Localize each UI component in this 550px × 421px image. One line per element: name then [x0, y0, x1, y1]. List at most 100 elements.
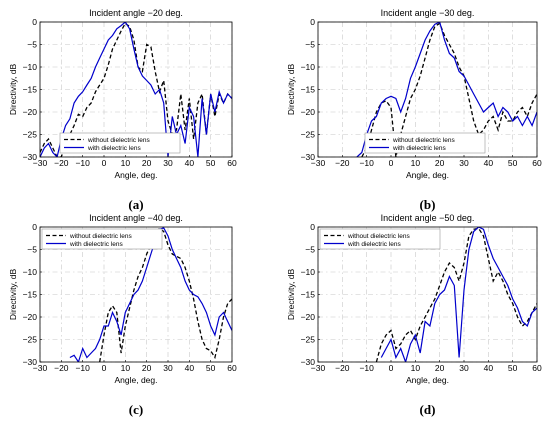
x-tick-label: −10	[359, 363, 374, 373]
series-line-without-lens	[40, 22, 232, 157]
x-tick-label: −20	[335, 158, 350, 168]
y-tick-label: −10	[23, 267, 38, 277]
y-axis-label: Directivity, dB	[8, 64, 18, 116]
x-tick-label: 50	[508, 363, 518, 373]
series-line-without-lens	[361, 22, 537, 157]
x-tick-label: 40	[484, 363, 494, 373]
x-tick-label: 40	[185, 158, 195, 168]
x-tick-label: 60	[227, 158, 237, 168]
x-tick-label: 50	[508, 158, 518, 168]
x-axis-label: Angle, deg.	[406, 170, 449, 180]
panel-caption: (c)	[129, 402, 143, 417]
legend-label: with dielectric lens	[392, 145, 446, 152]
x-tick-label: 0	[102, 158, 107, 168]
y-tick-label: −30	[301, 357, 316, 367]
panel-caption: (d)	[420, 402, 436, 417]
x-tick-label: 10	[121, 363, 131, 373]
legend-label: with dielectric lens	[347, 241, 401, 248]
x-tick-label: 40	[484, 158, 494, 168]
x-tick-label: 20	[435, 158, 445, 168]
y-tick-label: −5	[27, 245, 37, 255]
y-tick-label: −10	[301, 267, 316, 277]
legend-box	[41, 228, 163, 250]
legend-label: with dielectric lens	[69, 241, 123, 248]
chart-title: Incident angle −40 deg.	[89, 213, 183, 223]
legend-label: without dielectric lens	[347, 233, 411, 240]
chart-panel-3: −30 −20 −10 0 10 20 30 40 50 60 0 −5 −10 −15 −20 −25 −30…	[8, 213, 237, 417]
y-tick-label: −5	[305, 245, 315, 255]
y-tick-label: −30	[23, 152, 38, 162]
x-tick-label: 0	[389, 363, 394, 373]
y-tick-label: −10	[301, 62, 316, 72]
y-tick-label: −15	[23, 290, 38, 300]
x-tick-label: −10	[75, 158, 90, 168]
y-tick-label: −20	[301, 312, 316, 322]
legend-box	[319, 228, 441, 250]
y-tick-label: 0	[310, 222, 315, 232]
legend-box	[59, 132, 181, 154]
x-axis-label: Angle, deg.	[114, 170, 157, 180]
x-tick-label: 20	[142, 363, 152, 373]
series-line-with-lens	[380, 227, 537, 362]
x-axis-label: Angle, deg.	[114, 375, 157, 385]
y-tick-label: −5	[305, 40, 315, 50]
y-tick-label: −25	[301, 335, 316, 345]
y-tick-label: −20	[23, 312, 38, 322]
y-tick-label: −20	[301, 107, 316, 117]
x-tick-label: 30	[163, 363, 173, 373]
y-tick-label: −30	[301, 152, 316, 162]
x-tick-label: 0	[102, 363, 107, 373]
series-line-with-lens	[69, 227, 232, 362]
series-line-with-lens	[40, 22, 232, 157]
x-tick-label: 50	[206, 158, 216, 168]
legend-label: without dielectric lens	[69, 233, 133, 240]
y-tick-label: −15	[23, 85, 38, 95]
x-tick-label: −10	[75, 363, 90, 373]
y-tick-label: −25	[23, 335, 38, 345]
x-tick-label: 30	[459, 158, 469, 168]
x-tick-label: 60	[227, 363, 237, 373]
panel-caption: (a)	[128, 197, 143, 212]
x-tick-label: 10	[411, 363, 421, 373]
chart-panel-2: −30 −20 −10 0 10 20 30 40 50 60 0 −5 −10 −15 −20 −25 −30…	[286, 8, 542, 212]
y-tick-label: −15	[301, 85, 316, 95]
x-tick-label: 40	[185, 363, 195, 373]
series-line-without-lens	[375, 227, 537, 362]
x-tick-label: 50	[206, 363, 216, 373]
chart-title: Incident angle −20 deg.	[89, 8, 183, 18]
x-tick-label: −30	[311, 363, 326, 373]
x-tick-label: −10	[359, 158, 374, 168]
y-tick-label: 0	[32, 17, 37, 27]
x-tick-label: 30	[163, 158, 173, 168]
x-tick-label: 10	[121, 158, 131, 168]
series-line-without-lens	[99, 227, 232, 362]
x-tick-label: −30	[33, 363, 48, 373]
x-tick-label: 60	[532, 363, 542, 373]
x-tick-label: 0	[389, 158, 394, 168]
chart-panel-4: −30 −20 −10 0 10 20 30 40 50 60 0 −5 −10 −15 −20 −25 −30…	[286, 213, 542, 417]
chart-title: Incident angle −30 deg.	[381, 8, 475, 18]
x-tick-label: 20	[435, 363, 445, 373]
x-axis-label: Angle, deg.	[406, 375, 449, 385]
x-tick-label: 30	[459, 363, 469, 373]
y-tick-label: −30	[23, 357, 38, 367]
legend-label: with dielectric lens	[87, 145, 141, 152]
chart-title: Incident angle −50 deg.	[381, 213, 475, 223]
x-tick-label: −20	[335, 363, 350, 373]
legend-label: without dielectric lens	[87, 137, 151, 144]
x-tick-label: 60	[532, 158, 542, 168]
y-tick-label: −10	[23, 62, 38, 72]
panel-caption: (b)	[420, 197, 436, 212]
x-tick-label: −30	[311, 158, 326, 168]
y-axis-label: Directivity, dB	[8, 269, 18, 321]
y-tick-label: −25	[23, 130, 38, 140]
y-tick-label: −15	[301, 290, 316, 300]
y-tick-label: −5	[27, 40, 37, 50]
chart-panel-1: −30 −20 −10 0 10 20 30 40 50 60 0 −5 −10 −15 −20 −25 −30…	[8, 8, 237, 212]
y-tick-label: 0	[32, 222, 37, 232]
